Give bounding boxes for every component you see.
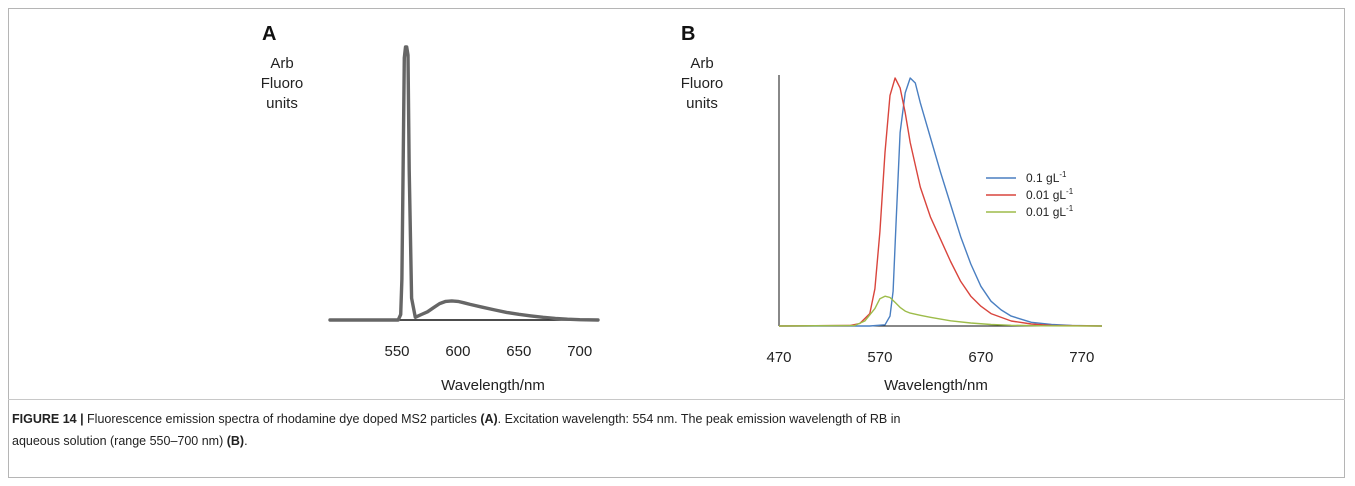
panel-b-xtick-label: 470 [766,349,791,366]
legend-label-3: 0.01 gL-1 [1026,204,1074,219]
panel-b-letter: B [681,23,695,45]
panel-b-x-ticks: 470 570 670 770 [766,349,1094,366]
panel-b-series-line-2 [778,77,1103,327]
caption-text-3: aqueous solution (range 550–700 nm) [12,434,227,448]
panel-a-xtick-label: 700 [567,343,592,360]
caption-text-2: . Excitation wavelength: 554 nm. The pea… [497,412,901,426]
panel-a-letter: A [262,23,276,45]
panel-b-legend: 0.1 gL-1 0.01 gL-1 0.01 gL-1 [986,170,1074,219]
panel-b-xtick-label: 670 [968,349,993,366]
caption-ref-b: (B) [226,434,245,448]
legend-label-1: 0.1 gL-1 [1026,170,1067,185]
panel-a-series-line [328,45,600,322]
panel-a-ylabel-line-1: Arb [270,55,293,72]
panel-b-xlabel: Wavelength/nm [884,377,988,394]
panel-a-xtick-label: 650 [506,343,531,360]
panel-b-series-lines [778,77,1103,327]
caption-text-1: Fluorescence emission spectra of rhodami… [83,412,481,426]
panel-b-series-line-1 [779,77,1103,327]
panel-a: A Arb Fluoro units 550 600 650 700 Waveleng… [261,23,600,394]
panel-a-ylabel-line-3: units [266,95,298,112]
caption-text-4: . [244,434,248,448]
figure-caption: FIGURE 14 | Fluorescence emission spectr… [12,408,1332,452]
panel-a-xtick-label: 550 [384,343,409,360]
caption-ref-a: (A) [480,412,498,426]
panel-b: B Arb Fluoro units 470 570 670 770 0.1 gL-1… [681,23,1103,394]
panel-a-xlabel: Wavelength/nm [441,377,545,394]
panel-b-ylabel-line-1: Arb [690,55,713,72]
panel-b-ylabel-line-3: units [686,95,718,112]
panel-b-xtick-label: 570 [867,349,892,366]
panel-b-xtick-label: 770 [1069,349,1094,366]
panel-a-x-ticks: 550 600 650 700 [384,343,592,360]
caption-divider [8,399,1345,400]
panel-a-xtick-label: 600 [445,343,470,360]
figure-charts: A Arb Fluoro units 550 600 650 700 Waveleng… [261,23,1103,394]
panel-b-series-line-3 [778,295,1103,327]
panel-b-ylabel-line-2: Fluoro [681,75,724,92]
legend-label-2: 0.01 gL-1 [1026,187,1074,202]
caption-label: FIGURE 14 | [12,412,84,426]
panel-a-ylabel-line-2: Fluoro [261,75,304,92]
